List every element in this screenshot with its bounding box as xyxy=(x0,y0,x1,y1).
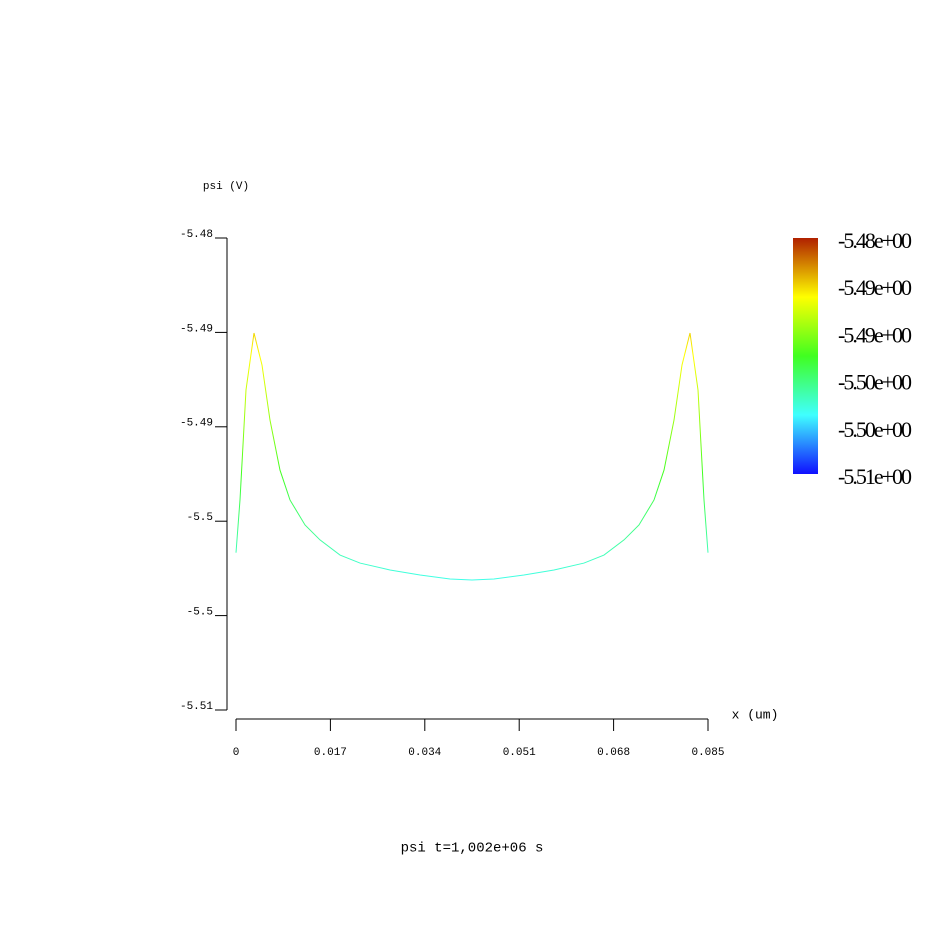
x-axis-label: x (um) xyxy=(732,707,779,722)
x-tick-label: 0.051 xyxy=(503,747,536,759)
x-tick-label: 0.017 xyxy=(314,747,347,759)
y-tick-label: -5.5 xyxy=(187,512,213,524)
colorbar-label: -5.50e+00 xyxy=(838,370,912,395)
data-line xyxy=(235,332,709,581)
chart-title: psi t=1,002e+06 s xyxy=(401,841,544,857)
colorbar-label: -5.51e+00 xyxy=(838,464,912,489)
colorbar-label: -5.49e+00 xyxy=(838,275,912,300)
x-tick-label: 0.034 xyxy=(408,747,441,759)
y-tick-label: -5.48 xyxy=(180,229,213,241)
x-tick-label: 0.085 xyxy=(691,747,724,759)
colorbar-label: -5.49e+00 xyxy=(838,322,912,347)
y-tick-label: -5.49 xyxy=(180,323,213,335)
y-tick-label: -5.5 xyxy=(187,607,213,619)
x-tick-label: 0.068 xyxy=(597,747,630,759)
y-tick-label: -5.51 xyxy=(180,701,213,713)
x-tick-label: 0 xyxy=(233,747,240,759)
y-axis-label: psi (V) xyxy=(203,181,249,193)
colorbar xyxy=(793,238,818,474)
colorbar-label: -5.48e+00 xyxy=(838,228,912,253)
colorbar-label: -5.50e+00 xyxy=(838,417,912,442)
y-tick-label: -5.49 xyxy=(180,418,213,430)
